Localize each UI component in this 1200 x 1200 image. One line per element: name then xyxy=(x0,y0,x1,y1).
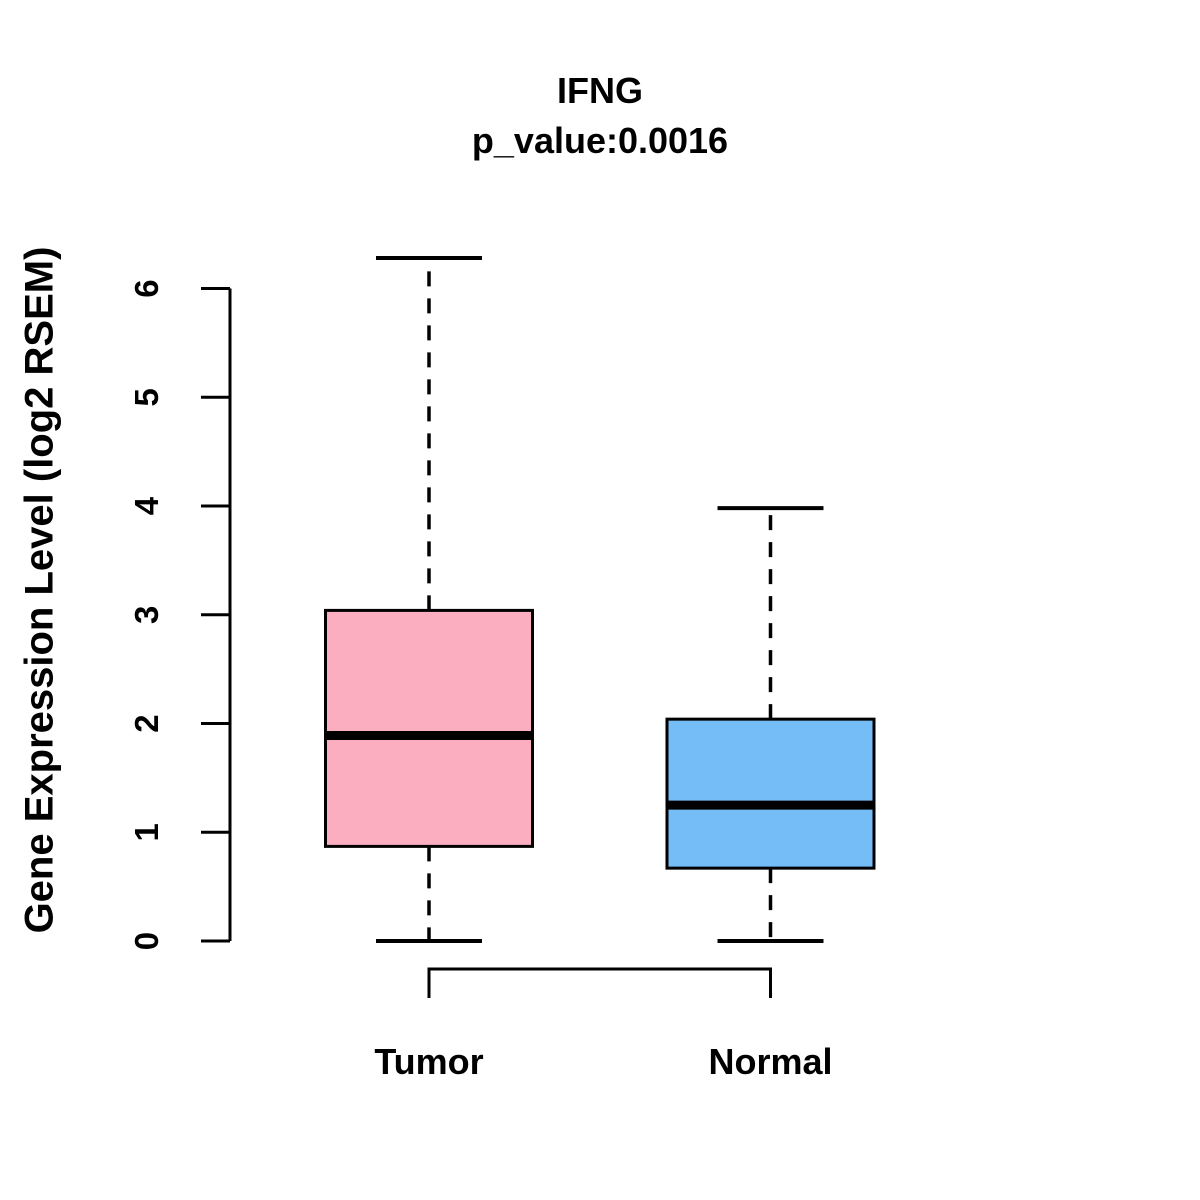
y-axis-tick-label: 2 xyxy=(128,714,165,732)
chart-title: IFNG xyxy=(557,70,643,111)
y-axis-label: Gene Expression Level (log2 RSEM) xyxy=(17,246,62,934)
y-axis-tick-label: 0 xyxy=(128,932,165,950)
y-axis-tick-label: 4 xyxy=(128,496,165,515)
y-axis-tick-label: 6 xyxy=(128,279,165,297)
y-axis-tick-label: 5 xyxy=(128,388,165,406)
y-axis-tick-label: 1 xyxy=(128,823,165,841)
x-tick-label-normal: Normal xyxy=(708,1041,832,1082)
chart-subtitle: p_value:0.0016 xyxy=(471,120,729,161)
tumor-box xyxy=(324,608,534,848)
x-tick-label-tumor: Tumor xyxy=(374,1041,483,1082)
y-axis-tick-label: 3 xyxy=(128,606,165,624)
normal-box xyxy=(665,717,876,870)
x-axis-bracket xyxy=(427,967,772,998)
